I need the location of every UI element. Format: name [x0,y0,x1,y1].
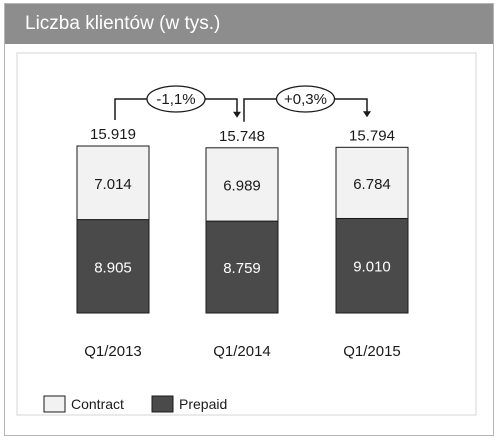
data-label-contract: 6.989 [223,177,261,194]
x-tick-label: Q1/2013 [84,343,142,360]
bar-prepaid [76,219,150,314]
chart-header: Liczba klientów (w tys.) [5,4,493,44]
legend-label: Contract [71,396,124,412]
change-badge [146,85,206,113]
change-label: +0,3% [284,91,327,108]
change-label: -1,1% [156,91,195,108]
x-tick-label: Q1/2015 [343,343,401,360]
total-label: 15.794 [349,127,395,144]
bar-prepaid [205,220,279,314]
data-label-contract: 6.784 [353,176,391,193]
total-label: 15.919 [90,126,136,143]
data-label-contract: 7.014 [94,176,132,193]
change-arrow-head [363,111,371,118]
bar-contract [76,145,150,221]
chart-title: Liczba klientów (w tys.) [25,13,221,34]
change-arrow-head [233,111,241,118]
legend-swatch [151,395,174,413]
total-label: 15.748 [219,128,265,145]
data-label-prepaid: 8.759 [223,260,261,277]
bar-contract [205,147,279,222]
data-label-prepaid: 8.905 [94,259,132,276]
bar-contract [335,146,409,219]
legend-label: Prepaid [179,396,227,412]
bar-prepaid [335,217,409,314]
legend-swatch [43,395,66,413]
x-tick-label: Q1/2014 [213,343,271,360]
data-label-prepaid: 9.010 [353,259,391,276]
change-badge [275,85,336,113]
